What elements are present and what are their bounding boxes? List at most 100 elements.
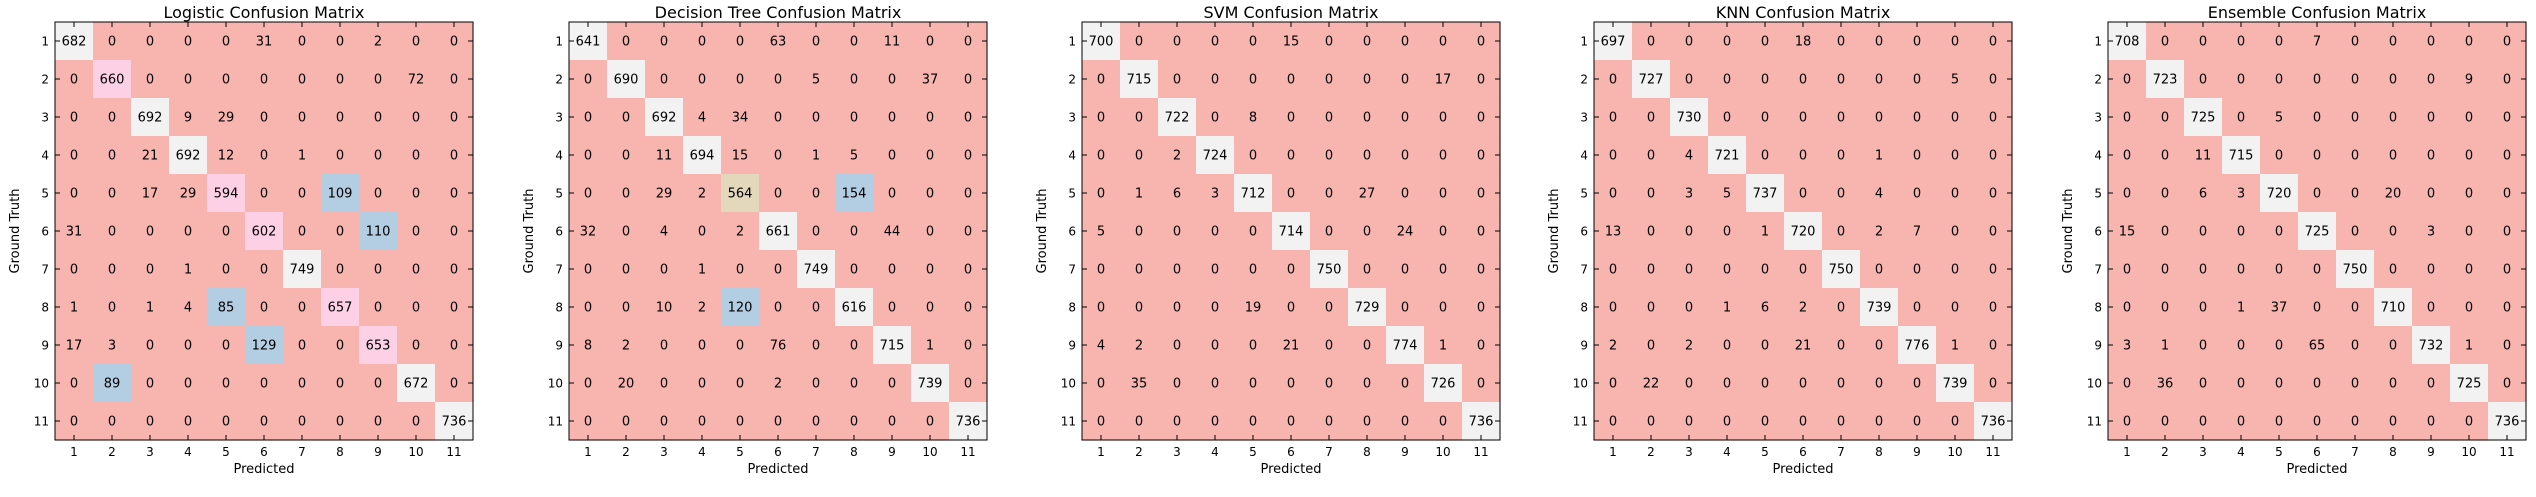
matrix-cell xyxy=(1898,326,1937,365)
cell-value-label: 0 xyxy=(850,377,858,392)
cell-value-label: 0 xyxy=(1173,339,1181,354)
matrix-cell xyxy=(835,364,874,403)
matrix-cell xyxy=(1158,326,1197,365)
cell-value-label: 0 xyxy=(2465,35,2473,50)
matrix-cell xyxy=(1120,364,1159,403)
matrix-cell xyxy=(1386,60,1425,99)
cell-value-label: 0 xyxy=(698,377,706,392)
cell-value-label: 0 xyxy=(2161,149,2169,164)
matrix-cell xyxy=(835,250,874,289)
cell-value-label: 0 xyxy=(1173,263,1181,278)
x-tick-label: 5 xyxy=(736,445,744,459)
matrix-cell xyxy=(1936,326,1975,365)
cell-value-label: 15 xyxy=(2119,225,2136,240)
matrix-cell xyxy=(1424,364,1463,403)
matrix-cell xyxy=(397,364,436,403)
cell-value-label: 0 xyxy=(2123,73,2131,88)
matrix-cell xyxy=(169,402,208,441)
matrix-cell xyxy=(2298,60,2337,99)
cell-value-label: 0 xyxy=(1609,111,1617,126)
cell-value-label: 0 xyxy=(2389,225,2397,240)
cell-value-label: 616 xyxy=(842,301,867,316)
matrix-cell xyxy=(1936,98,1975,137)
cell-value-label: 0 xyxy=(964,225,972,240)
matrix-cell xyxy=(1898,60,1937,99)
cell-value-label: 0 xyxy=(850,111,858,126)
cell-value-label: 2 xyxy=(1685,339,1693,354)
cell-value-label: 32 xyxy=(580,225,597,240)
y-tick-label: 11 xyxy=(1573,415,1588,429)
matrix-cell xyxy=(359,60,398,99)
cell-value-label: 739 xyxy=(1867,301,1892,316)
cell-value-label: 13 xyxy=(1605,225,1622,240)
matrix-cell xyxy=(1234,136,1273,175)
matrix-cell xyxy=(1310,136,1349,175)
cell-value-label: 0 xyxy=(1211,73,1219,88)
y-tick-label: 11 xyxy=(2087,415,2102,429)
matrix-cell xyxy=(721,136,760,175)
matrix-cell xyxy=(397,136,436,175)
matrix-cell xyxy=(2260,250,2299,289)
matrix-cell xyxy=(1746,174,1785,213)
matrix-cell xyxy=(1424,326,1463,365)
matrix-cell xyxy=(1310,60,1349,99)
cell-value-label: 727 xyxy=(1639,73,1664,88)
cell-value-label: 21 xyxy=(142,149,159,164)
cell-value-label: 0 xyxy=(412,339,420,354)
cell-value-label: 0 xyxy=(2503,187,2511,202)
cell-value-label: 692 xyxy=(138,111,163,126)
matrix-cell xyxy=(1196,402,1235,441)
matrix-cell xyxy=(2146,364,2185,403)
cell-value-label: 0 xyxy=(2503,301,2511,316)
y-tick-label: 9 xyxy=(1068,339,1076,353)
matrix-cell xyxy=(1196,364,1235,403)
matrix-cell xyxy=(683,364,722,403)
matrix-cell xyxy=(321,288,360,327)
y-tick-label: 8 xyxy=(1068,301,1076,315)
cell-value-label: 0 xyxy=(412,35,420,50)
matrix-cell xyxy=(569,250,608,289)
cell-value-label: 0 xyxy=(146,263,154,278)
matrix-cell xyxy=(949,364,988,403)
x-axis-label: Predicted xyxy=(1260,462,1321,477)
cell-value-label: 76 xyxy=(770,339,787,354)
cell-value-label: 0 xyxy=(2351,301,2359,316)
matrix-cell xyxy=(2260,136,2299,175)
cell-value-label: 690 xyxy=(614,73,639,88)
x-tick-label: 10 xyxy=(2461,445,2476,459)
y-axis-label: Ground Truth xyxy=(2061,189,2076,274)
matrix-cell xyxy=(2108,250,2147,289)
matrix-cell xyxy=(2450,98,2489,137)
cell-value-label: 0 xyxy=(108,301,116,316)
cell-value-label: 0 xyxy=(1325,35,1333,50)
matrix-cell xyxy=(169,174,208,213)
cell-value-label: 15 xyxy=(732,149,749,164)
matrix-cell xyxy=(1348,212,1387,251)
matrix-cell xyxy=(721,326,760,365)
matrix-cell xyxy=(2146,136,2185,175)
matrix-cell xyxy=(359,326,398,365)
matrix-cell xyxy=(1082,250,1121,289)
cell-value-label: 0 xyxy=(2427,263,2435,278)
matrix-cell xyxy=(283,98,322,137)
matrix-cell xyxy=(1386,98,1425,137)
matrix-cell xyxy=(1746,402,1785,441)
cell-value-label: 0 xyxy=(926,415,934,430)
matrix-cell xyxy=(207,22,246,61)
matrix-cell xyxy=(1082,364,1121,403)
matrix-cell xyxy=(949,98,988,137)
cell-value-label: 0 xyxy=(1989,301,1997,316)
cell-value-label: 750 xyxy=(2343,263,2368,278)
cell-value-label: 0 xyxy=(2161,225,2169,240)
cell-value-label: 72 xyxy=(408,73,425,88)
cell-value-label: 0 xyxy=(622,35,630,50)
cell-value-label: 0 xyxy=(736,339,744,354)
cell-value-label: 0 xyxy=(1211,377,1219,392)
cell-value-label: 2 xyxy=(1609,339,1617,354)
cell-value-label: 0 xyxy=(2275,263,2283,278)
cell-value-label: 0 xyxy=(2161,415,2169,430)
matrix-cell xyxy=(607,174,646,213)
matrix-cell xyxy=(1196,60,1235,99)
matrix-cell xyxy=(873,326,912,365)
matrix-cell xyxy=(1822,22,1861,61)
